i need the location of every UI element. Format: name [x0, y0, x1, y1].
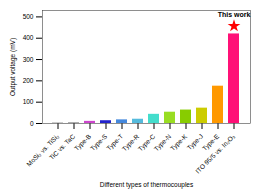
svg-text:0: 0	[30, 120, 34, 127]
svg-text:100: 100	[23, 98, 34, 105]
svg-text:300: 300	[23, 56, 34, 63]
svg-text:Type-T: Type-T	[104, 132, 125, 152]
svg-text:MoSi₂ vs. TiSi₂: MoSi₂ vs. TiSi₂	[25, 132, 61, 168]
svg-text:Output voltage (mV): Output voltage (mV)	[9, 38, 17, 96]
svg-text:Type-E: Type-E	[200, 132, 221, 153]
svg-text:Type-N: Type-N	[152, 132, 173, 153]
svg-text:Type-S: Type-S	[89, 132, 110, 153]
svg-text:Type-R: Type-R	[120, 132, 141, 153]
svg-text:Type-J: Type-J	[185, 132, 205, 152]
svg-text:500: 500	[23, 13, 34, 20]
svg-text:200: 200	[23, 77, 34, 84]
svg-text:Type-C: Type-C	[136, 132, 157, 153]
svg-text:Type-K: Type-K	[169, 132, 190, 153]
svg-text:Type-B: Type-B	[73, 133, 93, 153]
svg-text:TiC vs. TaC: TiC vs. TaC	[47, 132, 77, 161]
svg-text:400: 400	[23, 34, 34, 41]
svg-text:Different types of thermocoupl: Different types of thermocouples	[100, 181, 194, 189]
svg-text:This work: This work	[218, 11, 251, 18]
svg-text:ITO 95/5 vs. In₂O₃: ITO 95/5 vs. In₂O₃	[194, 132, 236, 174]
